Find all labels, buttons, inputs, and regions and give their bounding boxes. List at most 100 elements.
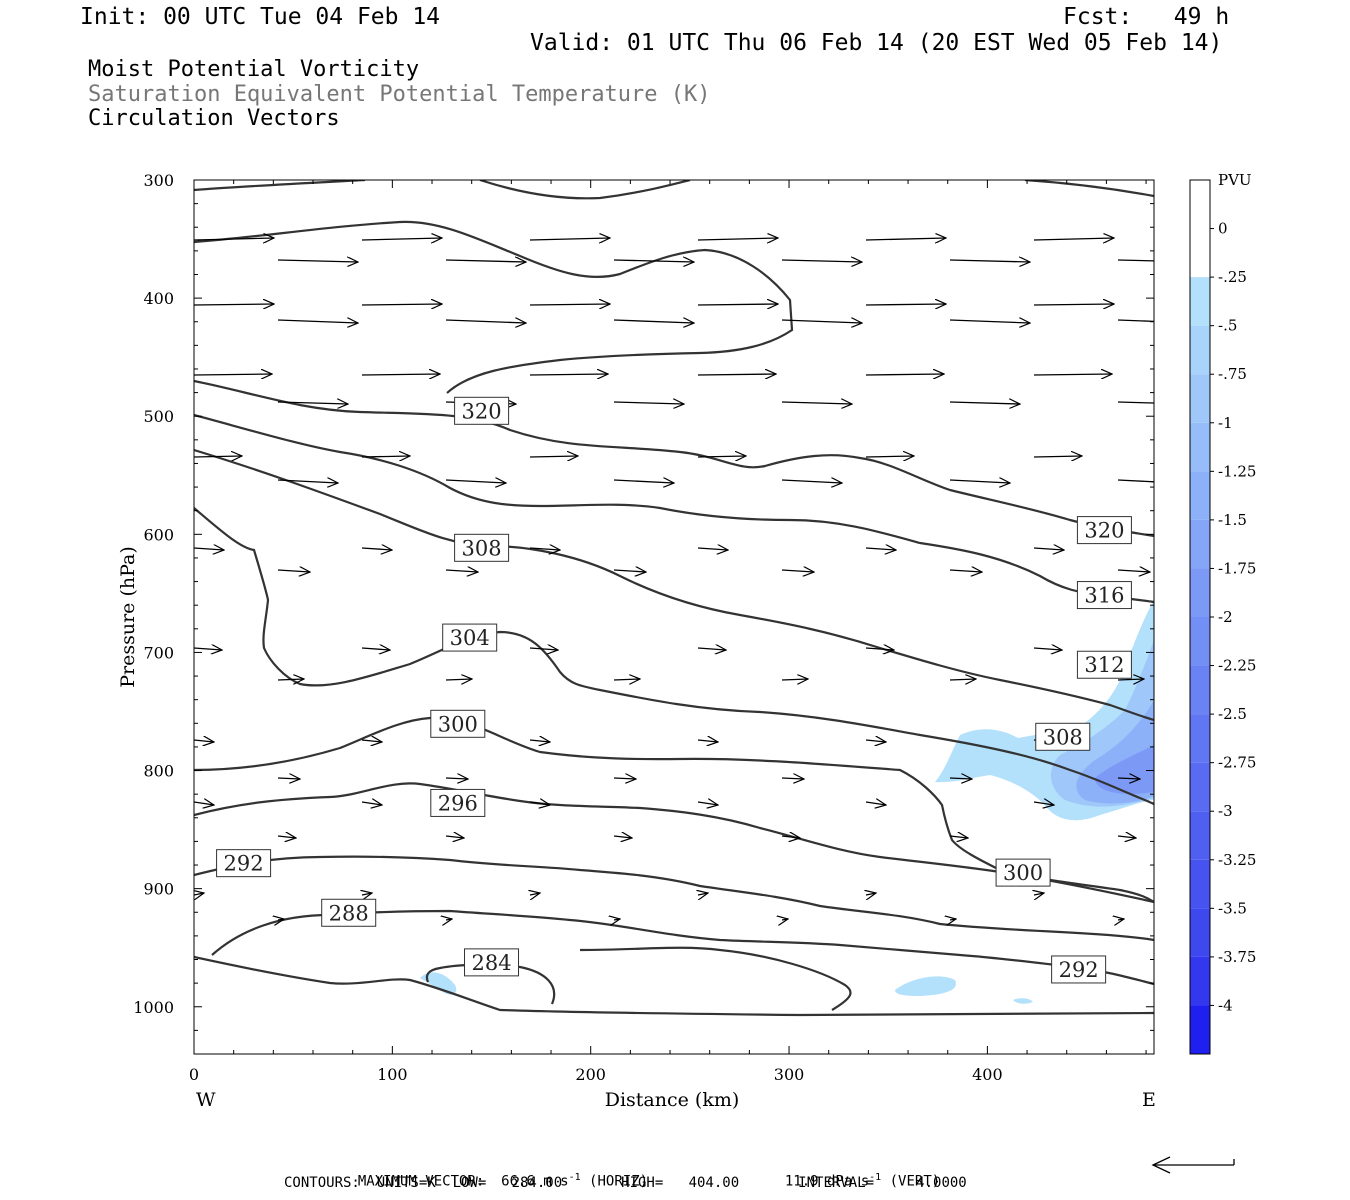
- colorbar-level-label: -.5: [1218, 317, 1237, 335]
- vector-arrow: [530, 893, 540, 895]
- contour-label-box: [454, 533, 510, 562]
- vector-arrow: [949, 480, 1010, 483]
- max-vector-horiz: (HORIZ): [580, 1173, 649, 1190]
- vector-arrow: [613, 679, 640, 680]
- vector-arrow: [1033, 304, 1114, 305]
- vector-arrow: [194, 548, 224, 550]
- vector-arrow: [1117, 401, 1154, 404]
- title-theta: Saturation Equivalent Potential Temperat…: [88, 82, 711, 107]
- vector-arrow: [613, 402, 684, 404]
- colorbar-level-label: -.25: [1218, 268, 1247, 286]
- contour-line: [1024, 180, 1154, 198]
- x-tick-label: 200: [575, 1065, 606, 1084]
- vector-arrow: [949, 679, 976, 680]
- colorbar-swatch: [1190, 617, 1210, 666]
- vector-arrow: [1117, 570, 1150, 572]
- vector-arrow: [277, 778, 300, 779]
- vector-arrow: [445, 679, 472, 680]
- y-tick-label: 600: [143, 525, 174, 544]
- colorbar-swatch: [1190, 956, 1210, 1006]
- y-tick-label: 700: [143, 643, 174, 662]
- vector-arrow: [865, 238, 946, 240]
- axes: 300 400 500 600 700 800 900 1000 0 100 200 300 400 Di…: [117, 171, 1156, 1111]
- vector-arrow: [781, 320, 862, 323]
- x-end-label-west: W: [196, 1089, 216, 1111]
- vector-arrow: [1117, 679, 1144, 680]
- vector-arrow: [194, 304, 274, 305]
- x-tick-label: 0: [189, 1065, 199, 1084]
- contour-label-box: [1035, 722, 1091, 751]
- contour-label: 292: [1059, 958, 1099, 982]
- colorbar-level-label: -1: [1218, 414, 1233, 432]
- vector-arrow: [194, 802, 214, 805]
- contour-line: [194, 220, 794, 394]
- max-vector-text: MAXIMUM VECTOR: 66.6 m s: [357, 1173, 569, 1190]
- colorbar-swatch: [1190, 180, 1210, 229]
- vector-arrow: [781, 836, 800, 838]
- contour-label: 308: [462, 536, 502, 560]
- colorbar-swatch: [1190, 325, 1210, 375]
- colorbar-level-label: -2.75: [1218, 754, 1256, 772]
- vector-arrow: [613, 836, 632, 838]
- contour-line: [194, 955, 1154, 1017]
- vector-arrow: [529, 740, 550, 742]
- vector-arrow: [1033, 548, 1064, 550]
- max-vector-info: MAXIMUM VECTOR: 66.6 m s-1 (HORIZ): [341, 1156, 648, 1190]
- contour-label: 304: [450, 626, 490, 650]
- vector-arrow: [194, 740, 214, 742]
- colorbar-level-label: -3.25: [1218, 851, 1256, 869]
- vector-arrow: [866, 893, 876, 895]
- vector-arrow: [781, 679, 808, 680]
- vector-arrow: [446, 919, 452, 920]
- vector-arrow: [361, 374, 440, 375]
- contour-label: 300: [1003, 861, 1043, 885]
- contour-label: 296: [438, 791, 478, 815]
- vector-arrow: [781, 778, 804, 779]
- vector-arrow: [781, 402, 852, 404]
- contour-line: [194, 507, 1154, 805]
- contour-line: [194, 180, 366, 192]
- contour-label-box: [1076, 516, 1132, 545]
- vector-arrow: [949, 260, 1030, 262]
- colorbar-level-label: -2.5: [1218, 705, 1247, 723]
- vector-arrow: [445, 260, 526, 262]
- x-tick-label: 300: [774, 1065, 805, 1084]
- theta-contours: [194, 180, 1154, 1017]
- x-end-label-east: E: [1142, 1089, 1156, 1111]
- vector-arrow: [1033, 374, 1112, 375]
- max-vert-exp: -1: [869, 1172, 882, 1183]
- contour-label-box: [995, 858, 1051, 887]
- contour-label: 284: [471, 951, 511, 975]
- vector-arrow: [949, 836, 968, 838]
- vector-arrow: [445, 836, 464, 838]
- vector-arrow: [613, 778, 636, 779]
- colorbar-swatch: [1190, 228, 1210, 278]
- contour-label-box: [1076, 650, 1132, 679]
- contour-label: 320: [462, 399, 502, 423]
- vector-arrow: [278, 919, 284, 920]
- x-axis-label: Distance (km): [605, 1089, 740, 1111]
- vector-arrow: [865, 648, 894, 650]
- vector-arrow: [782, 919, 788, 920]
- vector-arrow: [697, 802, 718, 805]
- vector-arrow: [1033, 648, 1062, 650]
- colorbar-swatch: [1190, 422, 1210, 472]
- forecast-hour: Fcst: 49 h: [1063, 4, 1230, 30]
- vector-arrow: [865, 802, 886, 805]
- y-tick-label: 300: [143, 171, 174, 190]
- circulation-vectors: [194, 238, 1154, 920]
- vector-arrow: [194, 648, 222, 650]
- contour-label-box: [430, 709, 486, 738]
- contour-labels: 320 308 304 300 296 292 288 284 320 316 312 308 300 2…: [216, 396, 1132, 984]
- vector-arrow: [361, 802, 382, 805]
- vector-arrow: [529, 648, 558, 650]
- colorbar-level-label: -1.75: [1218, 559, 1256, 577]
- contour-label: 300: [438, 712, 478, 736]
- vector-arrow: [445, 570, 478, 572]
- colorbar-level-label: -4: [1218, 996, 1233, 1014]
- vector-arrow: [781, 570, 814, 572]
- vector-arrow: [865, 374, 944, 375]
- vector-arrow: [697, 648, 726, 650]
- vector-arrow: [865, 548, 896, 550]
- y-axis-label: Pressure (hPa): [117, 546, 139, 688]
